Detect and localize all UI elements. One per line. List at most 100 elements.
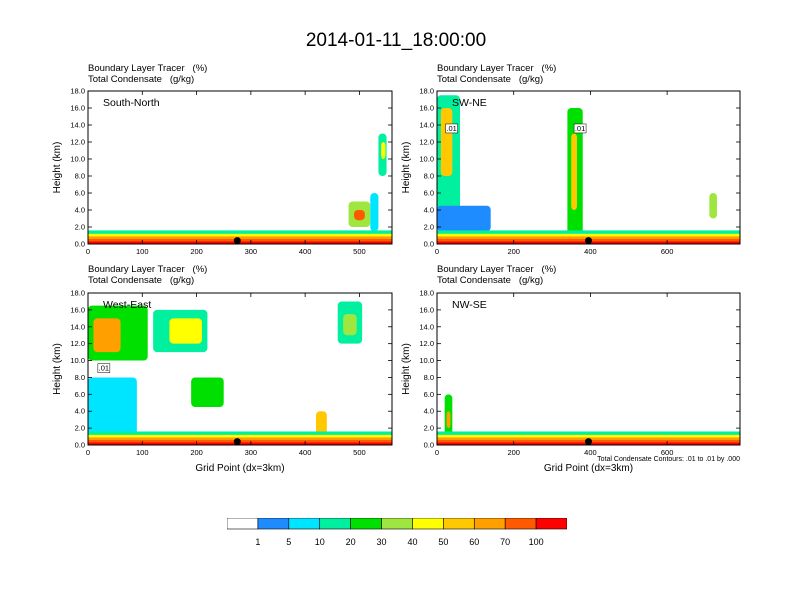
colorbar (227, 518, 567, 530)
colorbar-label: 5 (286, 537, 292, 547)
y-tick-label: 6.0 (75, 390, 85, 399)
y-tick-label: 16.0 (419, 104, 434, 113)
tracer-region (440, 108, 453, 176)
y-tick-label: 10.0 (419, 356, 434, 365)
y-tick-label: 16.0 (70, 305, 85, 314)
y-axis-label: Height (km) (52, 343, 63, 395)
colorbar-segment (473, 518, 506, 530)
colorbar-segment (319, 518, 351, 530)
panel-title: SW-NE (452, 97, 487, 109)
y-tick-label: 14.0 (419, 322, 434, 331)
y-tick-label: 12.0 (419, 339, 434, 348)
figure-title: 2014-01-11_18:00:00 (305, 30, 487, 51)
colorbar-segment (227, 518, 259, 530)
y-tick-label: 0.0 (424, 441, 434, 450)
panel-title: South-North (103, 97, 160, 109)
y-tick-label: 14.0 (70, 322, 85, 331)
colorbar-label: 100 (528, 537, 544, 547)
panel-frame (87, 90, 393, 245)
y-tick-label: 6.0 (75, 189, 85, 198)
tracer-region (88, 377, 137, 437)
y-tick-label: 2.0 (424, 223, 434, 232)
tracer-region (381, 142, 386, 159)
y-tick-label: 8.0 (75, 373, 85, 382)
x-tick-label: 200 (190, 247, 203, 256)
contour-label-box (97, 363, 111, 373)
x-tick-label: 500 (353, 448, 366, 457)
y-tick-label: 0.0 (75, 441, 85, 450)
colorbar-segment (257, 518, 290, 530)
y-tick-label: 18.0 (70, 87, 85, 96)
x-tick-label: 100 (136, 247, 149, 256)
panel-3: 0.0 2.0 4.0 6.0 8.0 10.0 12.0 14.0 16.0 18.0 0 100 2… (52, 289, 393, 457)
panel-4: 0.0 2.0 4.0 6.0 8.0 10.0 12.0 14.0 16.0 18.0 0 200 4… (401, 289, 741, 457)
tracer-region (370, 193, 379, 232)
tracer-region (169, 318, 202, 344)
y-tick-label: 10.0 (70, 155, 85, 164)
x-axis-label: Grid Point (dx=3km) (544, 463, 633, 474)
tracer-region (709, 193, 717, 219)
y-tick-label: 6.0 (424, 390, 434, 399)
colorbar-segment (412, 518, 444, 530)
y-tick-label: 12.0 (70, 339, 85, 348)
y-tick-label: 2.0 (75, 424, 85, 433)
y-tick-label: 4.0 (75, 407, 85, 416)
tracer-region (437, 205, 491, 232)
panel-title: NW-SE (452, 299, 487, 311)
colorbar-label: 1 (255, 537, 261, 547)
y-tick-label: 10.0 (70, 356, 85, 365)
y-tick-label: 18.0 (419, 289, 434, 298)
contour-label: .01 (575, 124, 585, 133)
panel-2-header: Boundary Layer Tracer (%) Total Condensa… (437, 63, 557, 85)
panel-frame (87, 292, 393, 446)
x-tick-label: 200 (507, 247, 520, 256)
colorbar-segment (443, 518, 475, 530)
contour-label: .01 (446, 124, 456, 133)
y-tick-label: 4.0 (75, 206, 85, 215)
colorbar-label: 20 (345, 537, 356, 547)
contour-label-box (445, 123, 458, 134)
x-tick-label: 300 (245, 247, 258, 256)
y-tick-label: 10.0 (419, 155, 434, 164)
x-tick-label: 200 (507, 448, 520, 457)
colorbar-segment (381, 518, 413, 530)
panel-title: West-East (103, 299, 151, 311)
colorbar-segment (350, 518, 382, 530)
tracer-region (446, 411, 451, 429)
x-tick-label: 500 (353, 247, 366, 256)
y-tick-label: 16.0 (70, 104, 85, 113)
y-tick-label: 2.0 (75, 223, 85, 232)
tracer-region (191, 377, 224, 407)
colorbar-segment (535, 518, 567, 530)
x-tick-label: 0 (86, 448, 90, 457)
tracer-region (316, 411, 327, 437)
x-tick-label: 400 (299, 448, 312, 457)
x-axis-label: Grid Point (dx=3km) (195, 463, 284, 474)
colorbar-label: 70 (500, 537, 511, 547)
x-tick-label: 200 (190, 448, 203, 457)
x-tick-label: 0 (86, 247, 90, 256)
y-tick-label: 12.0 (419, 138, 434, 147)
panel-3-header: Boundary Layer Tracer (%) Total Condensa… (88, 264, 208, 286)
y-tick-label: 4.0 (424, 407, 434, 416)
panel-1-header: Boundary Layer Tracer (%) Total Condensa… (88, 63, 208, 85)
colorbar-label: 30 (376, 537, 387, 547)
y-tick-label: 14.0 (70, 121, 85, 130)
tracer-region (354, 210, 365, 221)
colorbar-label: 10 (314, 537, 325, 547)
x-tick-label: 0 (435, 247, 439, 256)
y-tick-label: 0.0 (424, 240, 434, 249)
colorbar-label: 50 (438, 537, 449, 547)
tracer-region (93, 318, 121, 353)
tracer-region (571, 133, 577, 210)
location-marker (233, 237, 241, 245)
colorbar-label: 60 (469, 537, 480, 547)
panel-4-header: Boundary Layer Tracer (%) Total Condensa… (437, 264, 557, 286)
colorbar-label: 40 (407, 537, 418, 547)
y-axis-label: Height (km) (401, 343, 412, 395)
y-tick-label: 8.0 (424, 172, 434, 181)
y-axis-label: Height (km) (401, 142, 412, 194)
contour-label-box (573, 123, 587, 134)
y-tick-label: 8.0 (424, 373, 434, 382)
y-tick-label: 6.0 (424, 189, 434, 198)
